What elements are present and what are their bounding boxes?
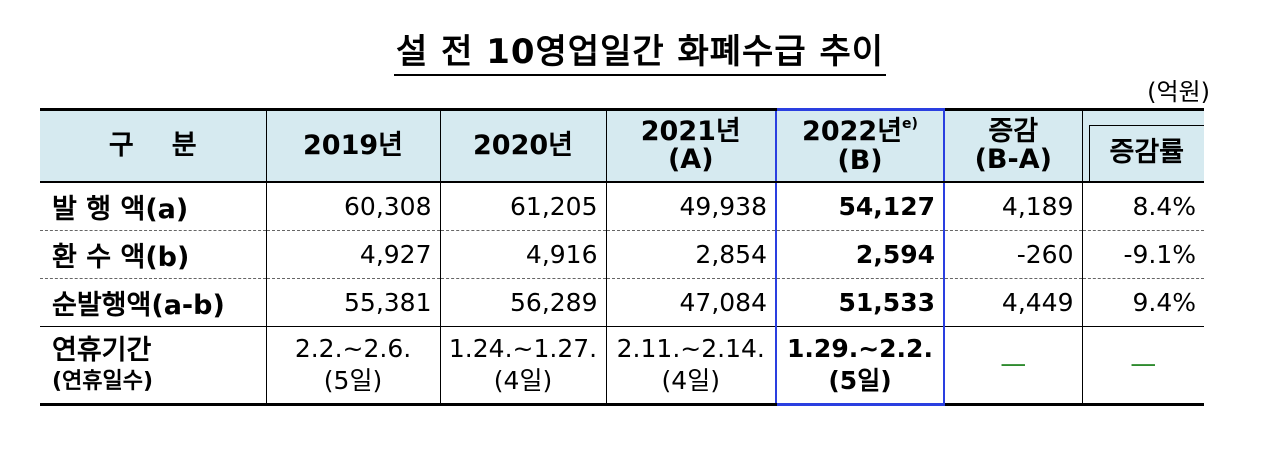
holiday-2021: 2.11.~2.14. (4일) (605, 326, 776, 406)
cell-rate: 9.4% (1081, 278, 1204, 327)
header-2019: 2019년 (265, 108, 440, 183)
cell-change: -260 (943, 230, 1082, 279)
header-2022: 2022년e) (B) (775, 108, 945, 183)
cell-2020: 4,916 (439, 230, 606, 279)
table-row: 환 수 액(b) 4,927 4,916 2,854 2,594 -260 -9… (40, 230, 1204, 279)
holiday-row: 연휴기간 (연휴일수) 2.2.~2.6. (5일) 1.24.~1.27. (… (40, 326, 1204, 406)
cell-2019: 55,381 (265, 278, 440, 327)
table-title: 설 전 10영업일간 화폐수급 추이 (0, 24, 1280, 76)
currency-flow-table: 구분 2019년 2020년 2021년 (A) 2022년e) (B) 증감 … (40, 108, 1204, 406)
cell-2021: 49,938 (605, 182, 776, 231)
cell-2022: 54,127 (775, 182, 945, 231)
header-change: 증감 (B-A) (943, 108, 1082, 183)
cell-2019: 4,927 (265, 230, 440, 279)
cell-2022: 2,594 (775, 230, 945, 279)
holiday-2019: 2.2.~2.6. (5일) (265, 326, 440, 406)
header-2020: 2020년 (439, 108, 606, 183)
header-rate: 증감률 (1081, 108, 1204, 183)
row-label: 연휴기간 (연휴일수) (40, 326, 266, 406)
cell-2021: 47,084 (605, 278, 776, 327)
header-category: 구분 (40, 108, 266, 183)
cell-2020: 61,205 (439, 182, 606, 231)
row-label: 발 행 액(a) (40, 182, 266, 231)
table-row: 순발행액(a-b) 55,381 56,289 47,084 51,533 4,… (40, 278, 1204, 327)
header-2021: 2021년 (A) (605, 108, 776, 183)
cell-2020: 56,289 (439, 278, 606, 327)
holiday-change: — (943, 326, 1082, 406)
row-label: 순발행액(a-b) (40, 278, 266, 327)
row-label: 환 수 액(b) (40, 230, 266, 279)
cell-change: 4,449 (943, 278, 1082, 327)
holiday-2020: 1.24.~1.27. (4일) (439, 326, 606, 406)
cell-2021: 2,854 (605, 230, 776, 279)
cell-2019: 60,308 (265, 182, 440, 231)
holiday-2022: 1.29.~2.2. (5일) (775, 326, 945, 406)
holiday-rate: — (1081, 326, 1204, 406)
cell-rate: -9.1% (1081, 230, 1204, 279)
unit-label: (억원) (1147, 78, 1210, 106)
cell-2022: 51,533 (775, 278, 945, 327)
cell-change: 4,189 (943, 182, 1082, 231)
header-row: 구분 2019년 2020년 2021년 (A) 2022년e) (B) 증감 … (40, 108, 1204, 183)
table-row: 발 행 액(a) 60,308 61,205 49,938 54,127 4,1… (40, 182, 1204, 231)
cell-rate: 8.4% (1081, 182, 1204, 231)
